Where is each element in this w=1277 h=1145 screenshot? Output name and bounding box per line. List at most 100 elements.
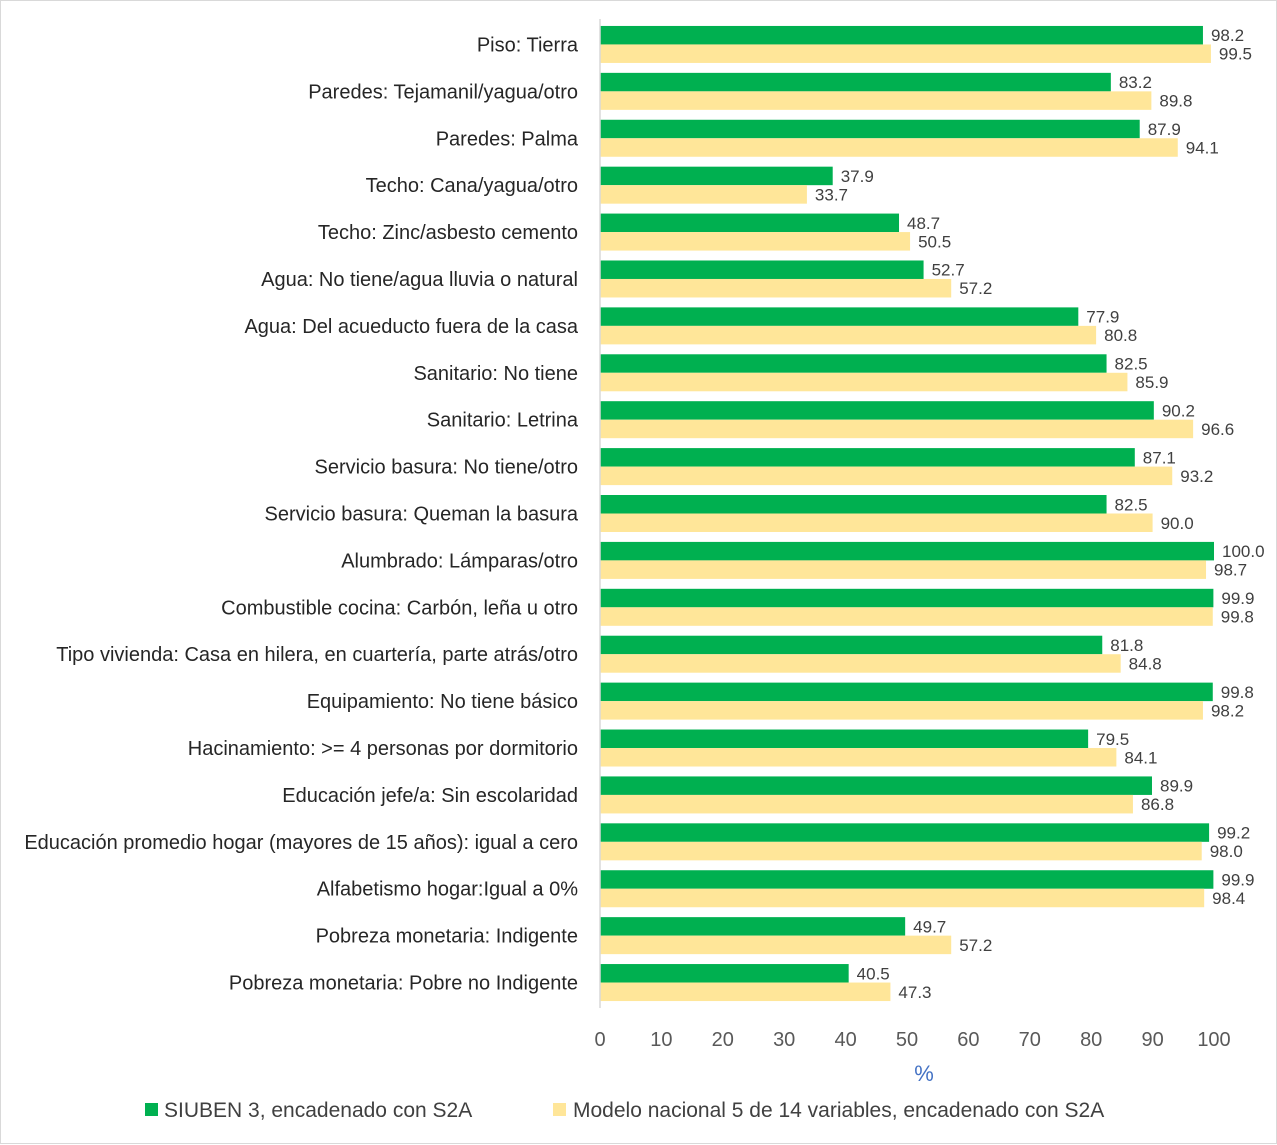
value-label-siuben: 100.0 — [1222, 542, 1265, 561]
category-label: Sanitario: No tiene — [413, 363, 578, 385]
value-label-modelo-nacional: 47.3 — [898, 983, 931, 1002]
bar-modelo-nacional — [600, 701, 1203, 720]
bar-siuben — [600, 213, 900, 233]
value-label-siuben: 99.2 — [1217, 824, 1250, 843]
category-label: Educación jefe/a: Sin escolaridad — [282, 785, 578, 807]
value-label-modelo-nacional: 50.5 — [918, 232, 951, 251]
bar-modelo-nacional — [600, 372, 1128, 392]
category-label: Techo: Cana/yagua/otro — [366, 175, 578, 197]
value-label-siuben: 77.9 — [1086, 308, 1119, 327]
x-tick-label: 0 — [594, 1029, 605, 1051]
bar-siuben — [600, 401, 1154, 420]
category-label: Piso: Tierra — [477, 34, 579, 56]
value-label-modelo-nacional: 93.2 — [1180, 467, 1213, 486]
bar-siuben — [600, 917, 906, 936]
legend-label: SIUBEN 3, encadenado con S2A — [164, 1099, 472, 1122]
value-label-siuben: 79.5 — [1096, 730, 1129, 749]
value-label-siuben: 87.9 — [1148, 120, 1181, 139]
category-label: Agua: No tiene/agua lluvia o natural — [261, 269, 578, 291]
category-label: Sanitario: Letrina — [427, 410, 579, 432]
category-label: Hacinamiento: >= 4 personas por dormitor… — [188, 738, 578, 760]
bar-modelo-nacional — [600, 607, 1213, 626]
category-label: Equipamiento: No tiene básico — [307, 691, 578, 713]
value-label-siuben: 82.5 — [1115, 495, 1148, 514]
value-label-siuben: 37.9 — [841, 167, 874, 186]
bar-modelo-nacional — [600, 935, 952, 955]
bar-modelo-nacional — [600, 44, 1211, 63]
value-label-siuben: 99.8 — [1221, 683, 1254, 702]
bar-modelo-nacional — [600, 513, 1153, 532]
x-tick-label: 30 — [773, 1029, 795, 1051]
axis-layer: 0 10 20 30 40 50 60 70 80 90 100 — [594, 19, 1231, 1051]
value-label-modelo-nacional: 57.2 — [959, 936, 992, 955]
legend-swatch — [553, 1103, 566, 1116]
bar-modelo-nacional — [600, 888, 1205, 908]
bar-modelo-nacional — [600, 560, 1207, 579]
x-tick-label: 70 — [1019, 1029, 1041, 1051]
bar-modelo-nacional — [600, 466, 1173, 486]
bar-siuben — [600, 588, 1214, 608]
value-label-siuben: 87.1 — [1143, 448, 1176, 467]
value-label-siuben: 82.5 — [1115, 355, 1148, 374]
value-label-modelo-nacional: 98.2 — [1211, 701, 1244, 720]
value-label-modelo-nacional: 57.2 — [959, 279, 992, 298]
category-label: Tipo vivienda: Casa en hilera, en cuarte… — [56, 644, 578, 666]
value-label-modelo-nacional: 80.8 — [1104, 326, 1137, 345]
bar-siuben — [600, 119, 1140, 139]
bar-modelo-nacional — [600, 325, 1097, 345]
x-tick-label: 10 — [650, 1029, 672, 1051]
bar-siuben — [600, 682, 1213, 702]
value-label-modelo-nacional: 86.8 — [1141, 795, 1174, 814]
category-label: Educación promedio hogar (mayores de 15 … — [24, 832, 578, 854]
value-label-modelo-nacional: 84.1 — [1124, 748, 1157, 767]
bar-modelo-nacional — [600, 794, 1133, 814]
bar-modelo-nacional — [600, 419, 1194, 439]
value-label-modelo-nacional: 90.0 — [1161, 514, 1194, 533]
bar-siuben — [600, 870, 1214, 889]
x-tick-label: 20 — [712, 1029, 734, 1051]
category-label: Agua: Del acueducto fuera de la casa — [244, 316, 578, 338]
value-label-siuben: 83.2 — [1119, 73, 1152, 92]
bar-siuben — [600, 495, 1107, 514]
bar-siuben — [600, 260, 924, 279]
bar-siuben — [600, 541, 1214, 561]
value-label-modelo-nacional: 98.4 — [1212, 889, 1245, 908]
value-label-modelo-nacional: 94.1 — [1186, 139, 1219, 158]
category-label: Alumbrado: Lámparas/otro — [341, 550, 578, 572]
value-label-siuben: 90.2 — [1162, 401, 1195, 420]
x-tick-label: 50 — [896, 1029, 918, 1051]
value-label-siuben: 48.7 — [907, 214, 940, 233]
category-label: Pobreza monetaria: Pobre no Indigente — [229, 973, 578, 995]
bar-modelo-nacional — [600, 278, 952, 298]
value-label-siuben: 81.8 — [1110, 636, 1143, 655]
value-label-siuben: 40.5 — [857, 964, 890, 983]
x-tick-label: 100 — [1197, 1029, 1230, 1051]
x-tick-label: 40 — [834, 1029, 856, 1051]
bar-siuben — [600, 823, 1210, 842]
x-tick-label: 80 — [1080, 1029, 1102, 1051]
category-label: Servicio basura: No tiene/otro — [315, 457, 578, 479]
value-label-siuben: 89.9 — [1160, 777, 1193, 796]
bar-siuben — [600, 307, 1079, 326]
bar-modelo-nacional — [600, 654, 1121, 673]
value-label-modelo-nacional: 89.8 — [1159, 92, 1192, 111]
value-label-modelo-nacional: 96.6 — [1201, 420, 1234, 439]
legend-swatch — [145, 1103, 158, 1116]
bars-layer — [600, 25, 1214, 1002]
category-label: Techo: Zinc/asbesto cemento — [318, 222, 578, 244]
bar-modelo-nacional — [600, 982, 891, 1002]
bar-siuben — [600, 72, 1111, 92]
bar-siuben — [600, 354, 1107, 373]
bar-modelo-nacional — [600, 841, 1202, 861]
category-label: Pobreza monetaria: Indigente — [316, 926, 578, 948]
legend-label: Modelo nacional 5 de 14 variables, encad… — [573, 1099, 1104, 1122]
bar-siuben — [600, 729, 1089, 749]
bar-modelo-nacional — [600, 91, 1152, 110]
value-label-siuben: 99.9 — [1221, 589, 1254, 608]
value-label-modelo-nacional: 98.0 — [1210, 842, 1243, 861]
value-label-siuben: 98.2 — [1211, 26, 1244, 45]
x-tick-label: 60 — [957, 1029, 979, 1051]
